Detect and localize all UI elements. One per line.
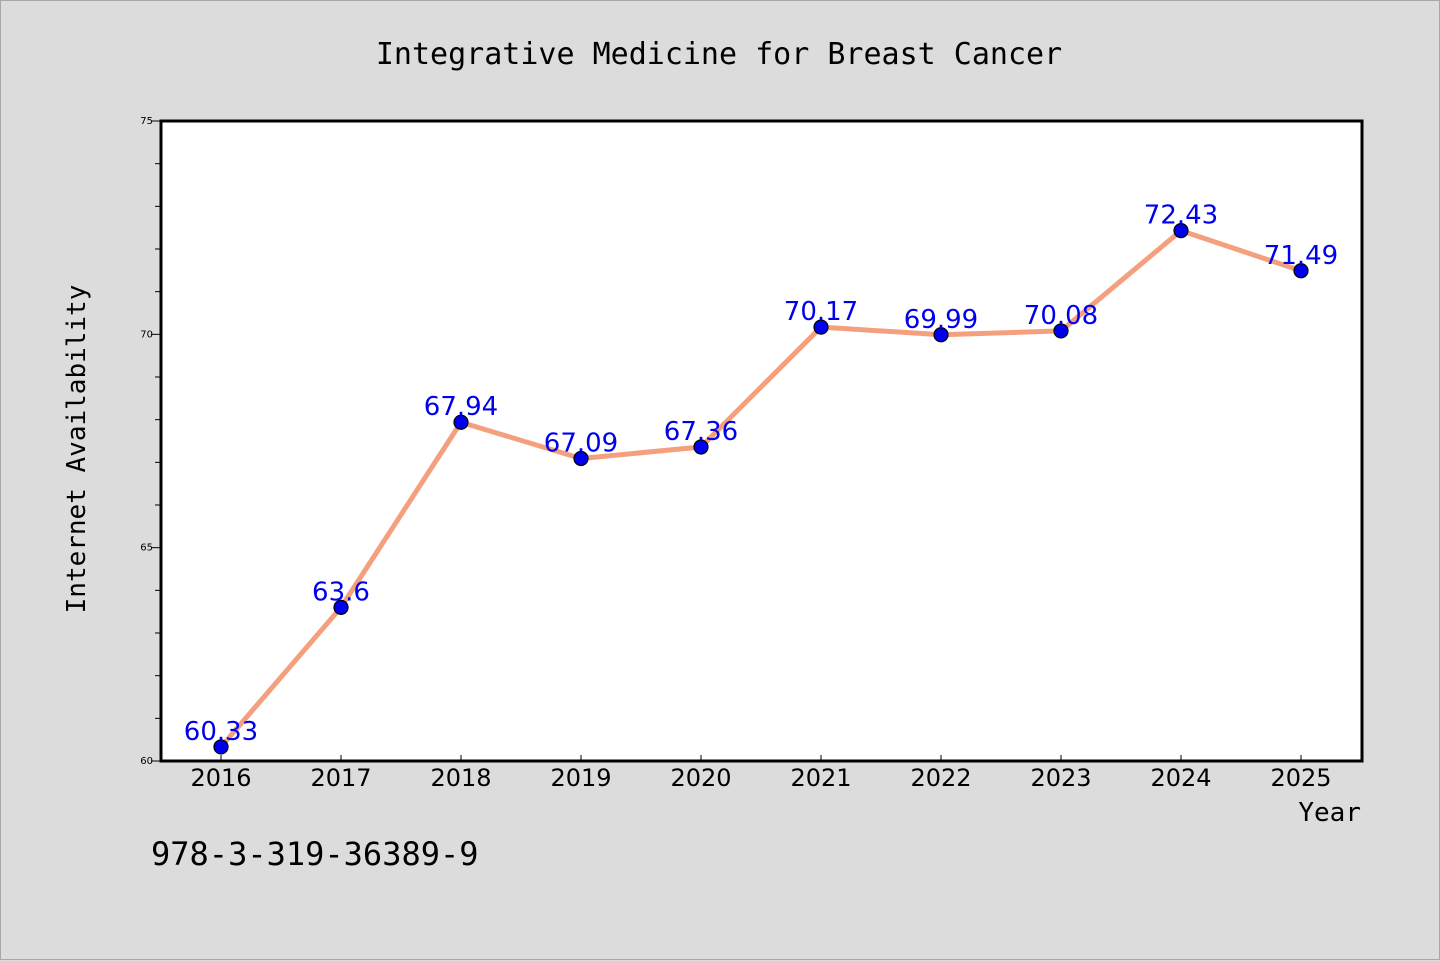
data-label: 69.99: [904, 305, 978, 335]
chart-title: Integrative Medicine for Breast Cancer: [376, 37, 1062, 72]
y-tick-label: 65: [140, 543, 153, 554]
x-tick-label: 2018: [430, 764, 491, 792]
x-tick-label: 2024: [1150, 764, 1211, 792]
plot-area: [159, 119, 1364, 763]
x-tick-label: 2021: [790, 764, 851, 792]
footer-text: 978-3-319-36389-9: [151, 835, 479, 873]
x-tick-label: 2016: [190, 764, 251, 792]
y-tick-label: 75: [140, 116, 153, 127]
data-point: [813, 319, 829, 335]
y-tick-label: 70: [140, 329, 153, 340]
x-tick-label: 2023: [1030, 764, 1091, 792]
data-label: 71.49: [1264, 241, 1338, 271]
data-label: 70.17: [784, 297, 858, 327]
data-label: 67.94: [424, 392, 498, 422]
data-point: [1173, 223, 1189, 239]
data-point: [1293, 263, 1309, 279]
data-point: [453, 414, 469, 430]
y-tick-label: 60: [140, 756, 153, 767]
y-axis: 60 65 70 75: [140, 116, 161, 767]
data-point: [1053, 323, 1069, 339]
series-line: [218, 228, 1304, 750]
x-tick-label: 2019: [550, 764, 611, 792]
data-label: 70.08: [1024, 301, 1098, 331]
data-point: [933, 327, 949, 343]
data-labels: 60.33 63.6 67.94 67.09 67.36 70.17 69.99 70.08 7…: [184, 201, 1338, 747]
series-layer: [218, 228, 1304, 750]
data-label: 60.33: [184, 717, 258, 747]
data-point: [693, 439, 709, 455]
x-tick-label: 2025: [1270, 764, 1331, 792]
y-axis-label: Internet Availability: [62, 285, 92, 614]
data-point: [333, 599, 349, 616]
points-layer: [213, 223, 1309, 755]
x-tick-label: 2020: [670, 764, 731, 792]
data-label: 67.09: [544, 428, 618, 458]
x-axis-label: Year: [1298, 798, 1361, 828]
data-label: 63.6: [312, 577, 370, 607]
data-point: [213, 739, 229, 755]
data-label: 67.36: [664, 417, 738, 447]
x-tick-label: 2022: [910, 764, 971, 792]
data-label: 72.43: [1144, 201, 1218, 231]
x-tick-label: 2017: [310, 764, 371, 792]
x-axis: 2016 2017 2018 2019 2020 2021 2022 2023 2024 2025: [190, 755, 1332, 792]
data-point: [573, 450, 589, 467]
